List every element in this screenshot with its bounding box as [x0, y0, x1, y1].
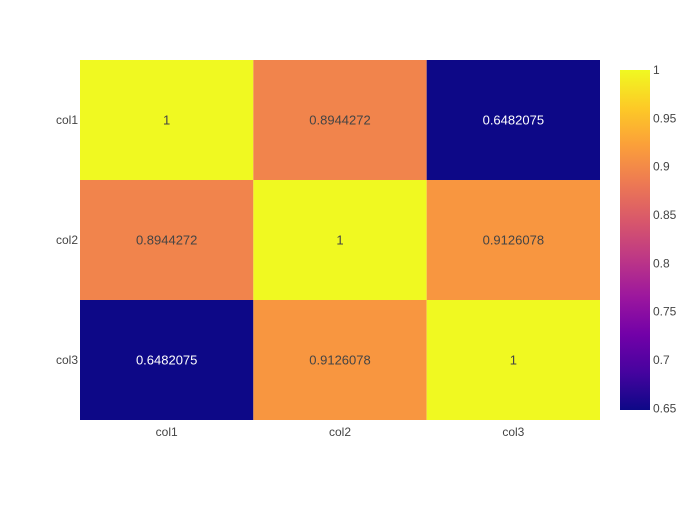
- x-tick-label-3: col3: [502, 425, 524, 439]
- cell-label-r1-c3: 0.6482075: [483, 113, 544, 128]
- colorbar-tick-label-4: 0.8: [653, 256, 670, 270]
- colorbar-tick-label-5: 0.85: [653, 208, 677, 222]
- cell-label-r1-c2: 0.8944272: [309, 113, 370, 128]
- heatmap-cell-r1-c3: [426, 60, 600, 180]
- colorbar-tick-label-8: 1: [653, 63, 660, 77]
- cell-label-r3-c1: 0.6482075: [136, 353, 197, 368]
- cell-label-r3-c3: 1: [510, 353, 517, 368]
- colorbar: [620, 70, 650, 410]
- heatmap-cells: [80, 60, 600, 420]
- colorbar-tick-label-1: 0.65: [653, 401, 677, 415]
- heatmap-cell-r2-c3: [426, 180, 600, 300]
- heatmap-cell-r1-c2: [253, 60, 427, 180]
- heatmap-cell-labels: 1 0.8944272 0.6482075 0.8944272 1 0.9126078 0.…: [136, 113, 544, 368]
- colorbar-ticks: 0.65 0.7 0.75 0.8 0.85 0.9 0.95 1: [653, 63, 677, 415]
- heatmap-cell-r3-c1: [80, 300, 254, 420]
- heatmap-cell-r1-c1: [80, 60, 254, 180]
- y-tick-label-3: col3: [56, 353, 78, 367]
- x-axis-ticks: col1 col2 col3: [156, 425, 525, 439]
- x-tick-label-1: col1: [156, 425, 178, 439]
- y-tick-label-1: col1: [56, 113, 78, 127]
- cell-label-r2-c2: 1: [336, 233, 343, 248]
- colorbar-tick-label-3: 0.75: [653, 305, 677, 319]
- colorbar-tick-label-2: 0.7: [653, 353, 670, 367]
- cell-label-r2-c1: 0.8944272: [136, 233, 197, 248]
- colorbar-tick-label-6: 0.9: [653, 160, 670, 174]
- heatmap-cell-r3-c3: [426, 300, 600, 420]
- y-axis-ticks: col1 col2 col3: [56, 113, 78, 367]
- y-tick-label-2: col2: [56, 233, 78, 247]
- heatmap-cell-r2-c2: [253, 180, 427, 300]
- heatmap-cell-r2-c1: [80, 180, 254, 300]
- cell-label-r2-c3: 0.9126078: [483, 233, 544, 248]
- colorbar-tick-label-7: 0.95: [653, 111, 677, 125]
- cell-label-r1-c1: 1: [163, 113, 170, 128]
- cell-label-r3-c2: 0.9126078: [309, 353, 370, 368]
- x-tick-label-2: col2: [329, 425, 351, 439]
- heatmap-cell-r3-c2: [253, 300, 427, 420]
